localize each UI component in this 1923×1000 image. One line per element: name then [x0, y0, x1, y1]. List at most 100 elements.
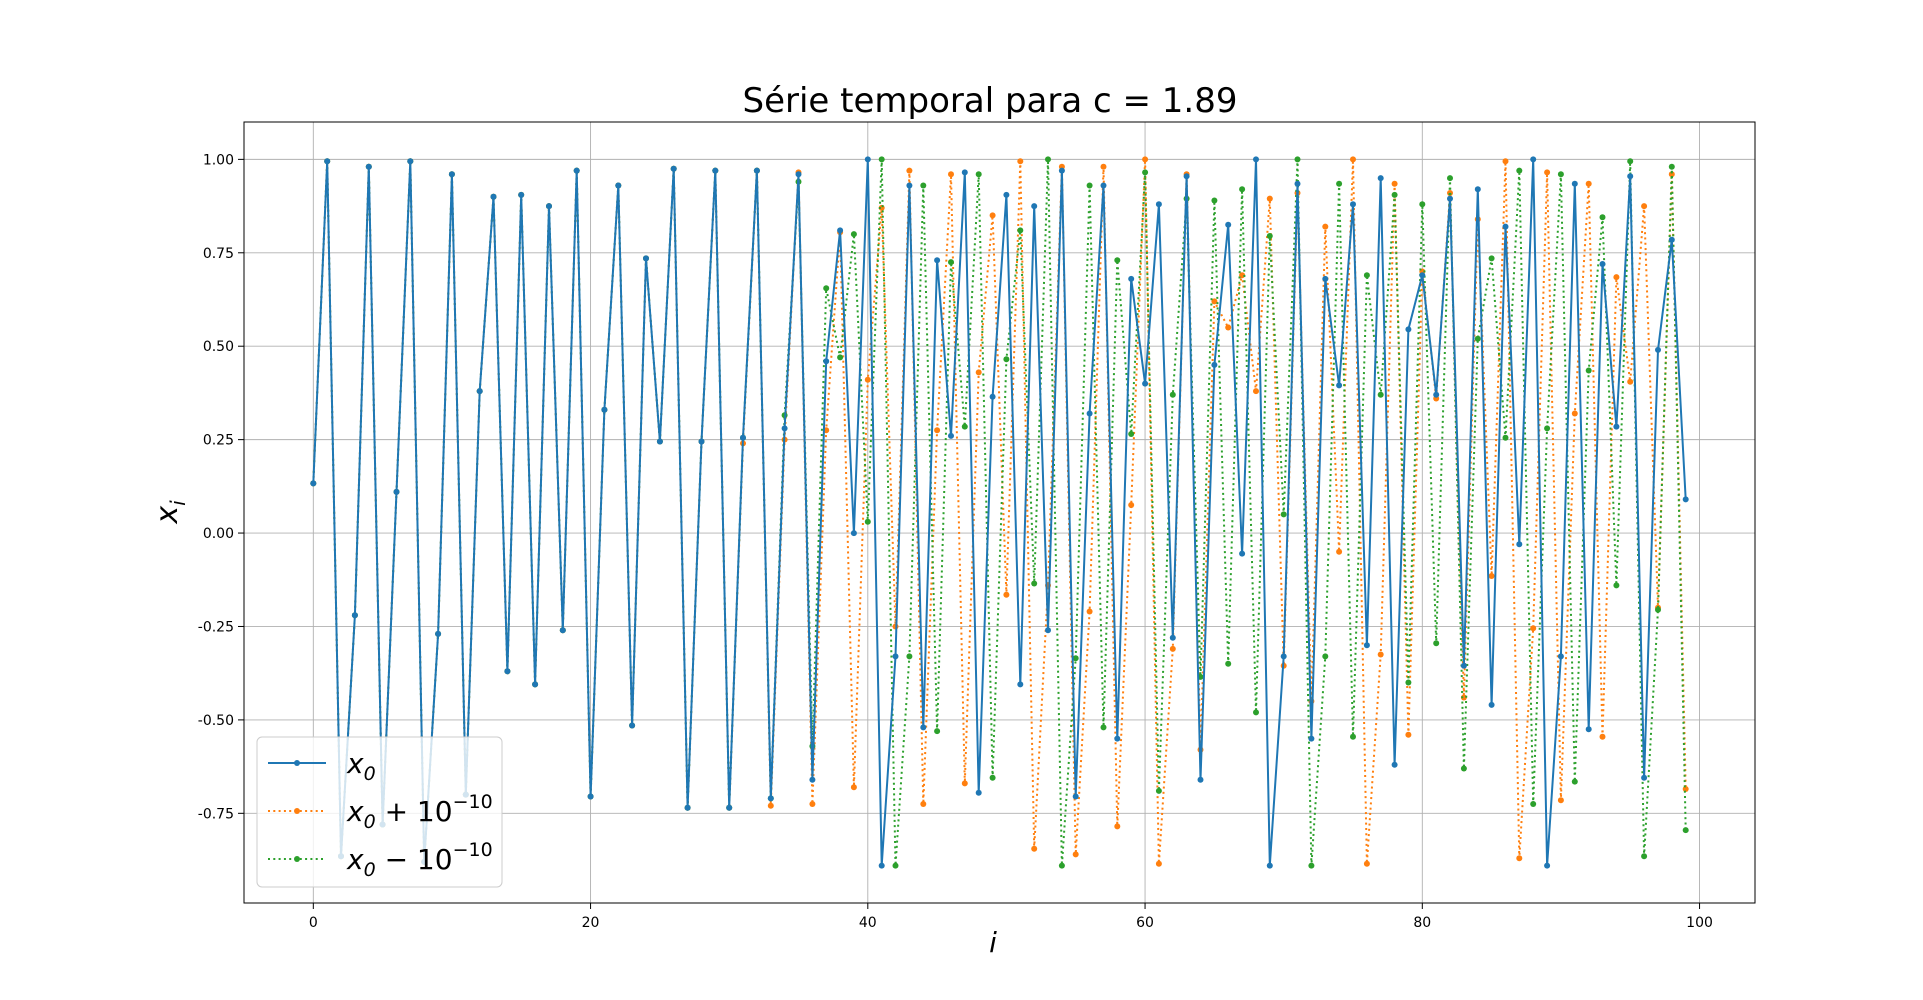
data-point	[864, 376, 871, 383]
data-point	[1128, 275, 1135, 282]
legend-marker	[294, 856, 300, 862]
data-point	[767, 795, 774, 802]
data-point	[1530, 801, 1537, 807]
data-point	[864, 518, 871, 525]
data-point	[1613, 274, 1620, 281]
data-point	[809, 801, 816, 807]
data-point	[906, 182, 913, 189]
data-point	[740, 434, 746, 441]
data-point	[1682, 496, 1689, 503]
data-point	[1100, 182, 1107, 189]
data-point	[1266, 195, 1273, 202]
data-point	[878, 862, 885, 869]
data-point	[1211, 298, 1218, 305]
data-point	[1086, 410, 1093, 417]
series-line	[312, 158, 1687, 867]
data-point	[1530, 156, 1537, 163]
data-point	[1350, 201, 1356, 208]
y-axis-label-sub: i	[166, 500, 190, 506]
data-point	[1627, 378, 1634, 385]
legend-label: x0 + 10−10	[346, 791, 493, 833]
data-point	[490, 193, 497, 200]
data-point	[1447, 195, 1453, 202]
data-point	[1169, 645, 1176, 652]
data-point	[1017, 227, 1024, 234]
data-point	[615, 182, 622, 189]
data-point	[1585, 367, 1592, 374]
data-point	[1641, 203, 1648, 210]
data-point	[476, 388, 483, 395]
data-point	[324, 158, 331, 165]
data-point	[850, 231, 857, 238]
x-tick-label: 100	[1686, 915, 1713, 931]
data-point	[948, 432, 954, 439]
data-point	[1502, 158, 1509, 165]
chart-title: Série temporal para c = 1.89	[742, 81, 1237, 121]
data-point	[1557, 171, 1564, 178]
data-point	[1460, 765, 1467, 772]
data-point	[1447, 175, 1453, 182]
data-point	[1516, 855, 1523, 862]
data-point	[1613, 582, 1620, 589]
data-point	[948, 171, 954, 178]
data-point	[1322, 223, 1329, 230]
data-point	[1682, 786, 1689, 792]
data-point	[1266, 862, 1273, 869]
data-point	[1405, 326, 1412, 333]
data-point	[837, 354, 844, 361]
data-point	[1641, 853, 1648, 860]
data-point	[1114, 257, 1121, 264]
data-point	[573, 167, 580, 174]
legend-marker	[294, 760, 300, 766]
data-point	[643, 255, 649, 262]
data-point	[1142, 156, 1149, 163]
data-point	[1225, 660, 1232, 667]
data-point	[1294, 156, 1301, 163]
data-point	[1253, 388, 1259, 395]
data-point	[407, 158, 414, 165]
data-point	[1350, 156, 1356, 163]
data-point	[1280, 511, 1287, 518]
x-tick-label: 40	[859, 915, 877, 931]
data-point	[1377, 391, 1384, 398]
data-point	[1460, 662, 1467, 669]
data-point	[1530, 625, 1537, 632]
data-point	[1142, 380, 1149, 387]
data-point	[1599, 733, 1606, 740]
data-point	[1322, 653, 1329, 660]
data-point	[809, 776, 816, 783]
y-tick-label: 0.25	[203, 433, 234, 449]
data-point	[435, 630, 442, 637]
data-point	[1599, 214, 1606, 221]
data-point	[837, 227, 844, 234]
data-point	[629, 722, 636, 729]
data-point	[1544, 169, 1551, 176]
data-point	[698, 438, 705, 445]
data-point	[601, 406, 608, 413]
data-point	[1571, 180, 1578, 187]
data-point	[892, 653, 899, 660]
data-point	[767, 802, 774, 809]
data-point	[1627, 173, 1634, 180]
data-point	[1641, 774, 1648, 781]
data-point	[1585, 726, 1592, 733]
data-point	[1072, 793, 1079, 800]
data-point	[781, 425, 788, 432]
data-point	[1336, 382, 1343, 389]
data-point	[365, 163, 372, 170]
data-point	[1169, 634, 1176, 641]
data-point	[961, 423, 968, 430]
data-point	[906, 653, 913, 660]
data-point	[989, 212, 996, 219]
data-point	[1031, 203, 1038, 210]
data-point	[712, 167, 719, 174]
data-point	[1308, 862, 1315, 869]
data-point	[864, 156, 871, 163]
x-tick-label: 0	[309, 915, 318, 931]
data-point	[1502, 223, 1509, 230]
data-point	[1363, 272, 1370, 279]
data-point	[1045, 627, 1051, 634]
data-point	[1225, 221, 1232, 228]
ticks: 0 20 40 60 80 100 -0.75 -0.50 -0.25 0.00 0.25 0.50 0…	[198, 152, 1713, 931]
data-point	[823, 285, 830, 292]
